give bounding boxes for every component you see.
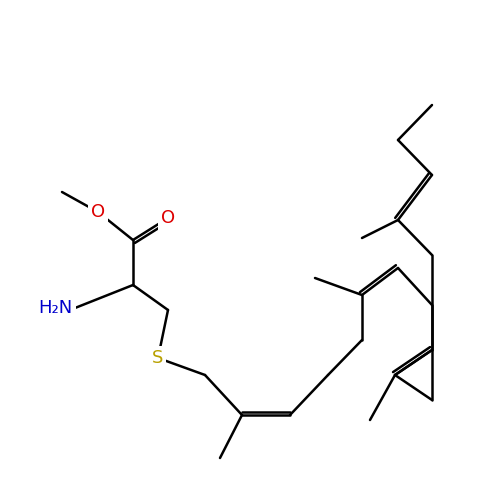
Text: S: S [152, 349, 164, 367]
Text: O: O [161, 209, 175, 227]
Text: H₂N: H₂N [39, 299, 73, 317]
Text: O: O [91, 203, 105, 221]
